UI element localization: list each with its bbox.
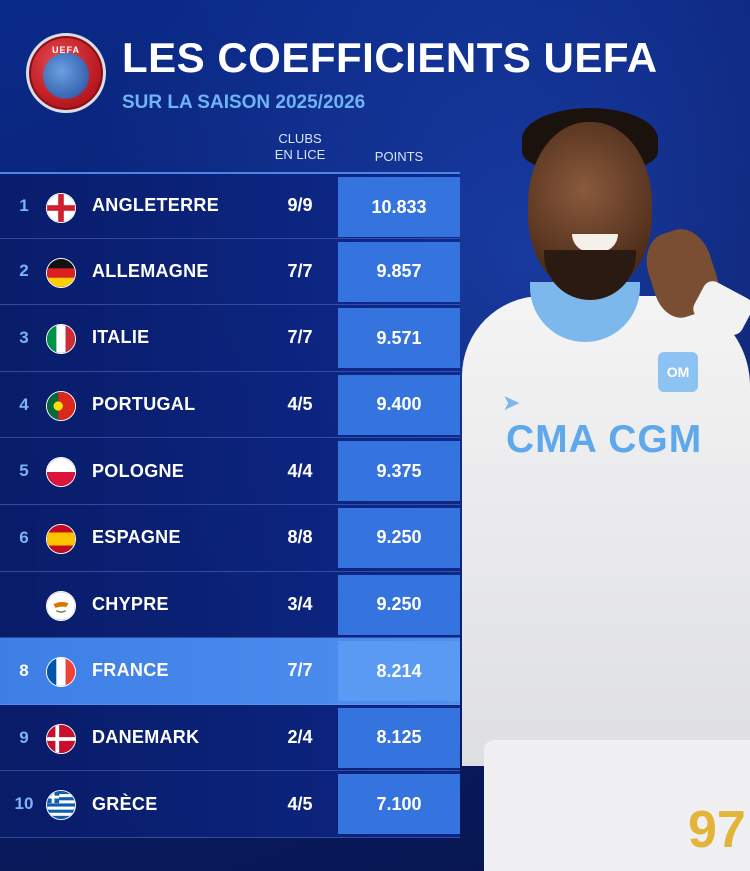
uefa-logo-text: UEFA — [51, 45, 80, 55]
column-header-clubs: CLUBS EN LICE — [262, 131, 338, 163]
table-row: 9 DANEMARK 2/4 8.125 — [0, 704, 460, 772]
rank-cell: 6 — [19, 527, 29, 547]
rank-cell: 4 — [19, 394, 29, 414]
spain-flag-icon — [46, 523, 76, 554]
rank-cell: 9 — [19, 727, 29, 747]
rank-cell: 2 — [19, 261, 29, 281]
table-row: 2 ALLEMAGNE 7/7 9.857 — [0, 238, 460, 306]
clubs-cell: 3/4 — [287, 593, 313, 614]
player-shirt — [462, 296, 750, 766]
player-shorts — [484, 740, 750, 871]
italy-flag-icon — [46, 324, 76, 355]
table-row: 4 PORTUGAL 4/5 9.400 — [0, 371, 460, 439]
germany-flag-icon — [46, 257, 76, 288]
page-title: LES COEFFICIENTS UEFA — [122, 34, 658, 81]
rank-cell: 3 — [19, 327, 29, 347]
rank-cell: 8 — [19, 660, 29, 680]
rank-cell — [0, 572, 48, 638]
uefa-logo: UEFA — [26, 33, 106, 113]
points-cell: 9.571 — [338, 308, 460, 369]
country-cell: PORTUGAL — [92, 394, 196, 415]
column-header-clubs-line1: CLUBS — [278, 131, 322, 146]
rank-cell: 1 — [19, 195, 29, 215]
country-cell: ALLEMAGNE — [92, 260, 209, 281]
table-row: 5 POLOGNE 4/4 9.375 — [0, 438, 460, 505]
clubs-cell: 7/7 — [287, 327, 313, 348]
country-cell: FRANCE — [92, 660, 169, 681]
shorts-number: 97 — [688, 801, 746, 859]
table-row: 6 ESPAGNE 8/8 9.250 — [0, 504, 460, 572]
points-cell: 9.250 — [338, 574, 460, 635]
om-crest-icon: OM — [658, 352, 698, 392]
clubs-cell: 4/5 — [287, 793, 313, 814]
table-row: CHYPRE 3/4 9.250 — [0, 571, 460, 639]
france-flag-icon — [46, 657, 76, 688]
player-smile — [572, 234, 618, 252]
greece-flag-icon — [46, 790, 76, 821]
ranking-table: 1 ANGLETERRE 9/9 10.833 2 ALLEMAGNE 7/7 9.857 3 I… — [0, 172, 460, 838]
points-cell: 9.400 — [338, 374, 460, 435]
country-cell: ESPAGNE — [92, 527, 181, 548]
denmark-flag-icon — [46, 723, 76, 754]
clubs-cell: 9/9 — [287, 195, 313, 216]
table-row: 3 ITALIE 7/7 9.571 — [0, 305, 460, 372]
rank-cell: 10 — [14, 794, 34, 814]
country-cell: DANEMARK — [92, 727, 200, 748]
points-cell: 7.100 — [338, 774, 460, 835]
country-cell: POLOGNE — [92, 460, 185, 481]
clubs-cell: 2/4 — [287, 727, 313, 748]
points-cell: 8.214 — [338, 641, 460, 702]
points-cell: 10.833 — [338, 177, 460, 237]
cyprus-flag-icon — [46, 590, 76, 621]
player-photo: ➤ OM CMA CGM 97 — [462, 100, 750, 871]
puma-logo-icon: ➤ — [502, 390, 521, 415]
shirt-sponsor: CMA CGM — [506, 418, 703, 461]
portugal-flag-icon — [46, 390, 76, 421]
table-row: 8 FRANCE 7/7 8.214 — [0, 638, 460, 705]
clubs-cell: 7/7 — [287, 660, 313, 681]
points-cell: 9.375 — [338, 441, 460, 502]
column-header-clubs-line2: EN LICE — [274, 147, 326, 162]
table-row: 1 ANGLETERRE 9/9 10.833 — [0, 172, 460, 239]
poland-flag-icon — [46, 457, 76, 488]
table-row: 10 GRÈCE 4/5 7.100 — [0, 771, 460, 838]
country-cell: GRÈCE — [92, 793, 158, 814]
europe-globe-icon — [43, 52, 89, 99]
country-cell: ITALIE — [92, 327, 150, 348]
points-cell: 8.125 — [338, 707, 460, 768]
country-cell: CHYPRE — [92, 593, 169, 614]
country-cell: ANGLETERRE — [92, 195, 220, 216]
clubs-cell: 4/5 — [287, 394, 313, 415]
points-cell: 9.857 — [338, 241, 460, 302]
clubs-cell: 4/4 — [287, 460, 313, 481]
clubs-cell: 8/8 — [287, 527, 313, 548]
clubs-cell: 7/7 — [287, 260, 313, 281]
points-cell: 9.250 — [338, 507, 460, 568]
rank-cell: 5 — [19, 461, 29, 481]
england-flag-icon — [46, 193, 76, 223]
page-subtitle: SUR LA SAISON 2025/2026 — [122, 92, 366, 113]
column-header-points: POINTS — [374, 149, 424, 164]
